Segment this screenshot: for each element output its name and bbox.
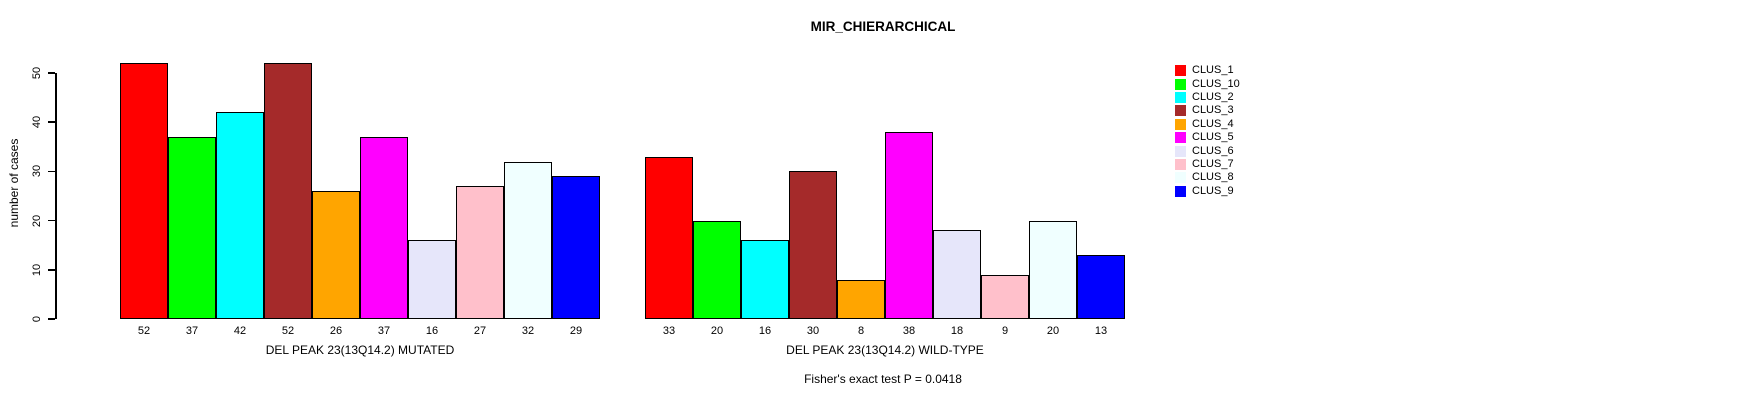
bar-clus_3	[789, 171, 837, 319]
bar-value-label: 20	[710, 325, 724, 337]
bar-value-label: 37	[185, 325, 199, 337]
bar-value-label: 33	[662, 325, 676, 337]
bar-clus_1	[645, 157, 693, 319]
chart-title: MIR_CHIERARCHICAL	[810, 19, 956, 34]
legend-item: CLUS_1	[1175, 64, 1240, 77]
bar-value-label: 30	[806, 325, 820, 337]
y-tick	[48, 269, 55, 271]
legend-swatch	[1175, 118, 1186, 130]
bar-clus_2	[741, 240, 789, 319]
bar-clus_2	[216, 112, 264, 319]
bar-clus_9	[1077, 255, 1125, 319]
legend-label: CLUS_5	[1192, 131, 1234, 144]
legend-label: CLUS_10	[1192, 77, 1240, 90]
bar-value-label: 29	[569, 325, 583, 337]
legend-item: CLUS_6	[1175, 144, 1240, 157]
legend: CLUS_1 CLUS_10 CLUS_2 CLUS_3 CLUS_4 CLUS_5 CLU…	[1175, 64, 1240, 198]
bar-clus_8	[504, 162, 552, 319]
bar-value-label: 18	[950, 325, 964, 337]
legend-label: CLUS_4	[1192, 117, 1234, 130]
y-tick-label: 50	[31, 66, 43, 80]
y-tick	[48, 170, 55, 173]
legend-swatch	[1175, 105, 1186, 117]
legend-item: CLUS_4	[1175, 118, 1240, 131]
bar-value-label: 20	[1046, 325, 1060, 337]
bar-value-label: 13	[1094, 325, 1108, 337]
legend-item: CLUS_2	[1175, 91, 1240, 104]
x-axis-group-label: DEL PEAK 23(13Q14.2) MUTATED	[265, 343, 455, 357]
bar-value-label: 32	[521, 325, 535, 337]
bar-value-label: 16	[758, 325, 772, 337]
y-tick-label: 0	[31, 315, 43, 323]
legend-swatch	[1175, 145, 1186, 157]
x-axis-group-label: DEL PEAK 23(13Q14.2) WILD-TYPE	[786, 343, 984, 357]
y-tick-label: 40	[31, 116, 43, 129]
bar-clus_10	[693, 221, 741, 319]
bar-clus_5	[885, 132, 933, 319]
bar-value-label: 42	[233, 325, 247, 337]
legend-label: CLUS_9	[1192, 184, 1234, 197]
y-axis-line	[55, 73, 57, 319]
fisher-test-note: Fisher's exact test P = 0.0418	[804, 372, 962, 386]
legend-item: CLUS_5	[1175, 131, 1240, 144]
bar-clus_10	[168, 137, 216, 319]
bar-value-label: 16	[425, 325, 439, 337]
y-tick	[48, 72, 55, 74]
y-tick	[48, 219, 55, 222]
legend-label: CLUS_1	[1192, 64, 1234, 77]
bar-clus_6	[408, 240, 456, 319]
legend-label: CLUS_6	[1192, 144, 1234, 157]
y-tick	[48, 318, 55, 320]
bar-value-label: 8	[857, 325, 865, 337]
bar-value-label: 52	[137, 325, 151, 337]
y-axis-label: number of cases	[7, 138, 21, 228]
bar-clus_1	[120, 63, 168, 319]
legend-item: CLUS_3	[1175, 104, 1240, 117]
legend-label: CLUS_2	[1192, 90, 1234, 103]
y-tick-label: 20	[31, 214, 43, 227]
bar-value-label: 38	[902, 325, 916, 337]
legend-swatch	[1175, 158, 1186, 170]
bar-clus_3	[264, 63, 312, 319]
legend-swatch	[1175, 78, 1186, 90]
bar-value-label: 37	[377, 325, 391, 337]
bar-value-label: 27	[473, 325, 487, 337]
bar-clus_6	[933, 230, 981, 319]
bar-clus_7	[456, 186, 504, 319]
bar-value-label: 9	[1001, 325, 1009, 337]
legend-item: CLUS_10	[1175, 77, 1240, 90]
y-tick-label: 10	[31, 263, 43, 276]
legend-swatch	[1175, 172, 1186, 184]
bar-value-label: 26	[329, 325, 343, 337]
bar-clus_9	[552, 176, 600, 319]
legend-item: CLUS_8	[1175, 171, 1240, 184]
legend-swatch	[1175, 185, 1186, 197]
legend-label: CLUS_8	[1192, 171, 1234, 184]
bar-clus_5	[360, 137, 408, 319]
legend-swatch	[1175, 132, 1186, 144]
bar-clus_4	[837, 280, 885, 319]
legend-swatch	[1175, 91, 1186, 103]
y-tick-label: 30	[31, 165, 43, 178]
legend-swatch	[1175, 65, 1186, 77]
bar-clus_7	[981, 275, 1029, 319]
bar-value-label: 52	[281, 325, 295, 337]
bar-clus_4	[312, 191, 360, 319]
legend-label: CLUS_3	[1192, 104, 1234, 117]
bar-clus_8	[1029, 221, 1077, 319]
legend-item: CLUS_7	[1175, 158, 1240, 171]
y-tick	[48, 121, 55, 123]
legend-label: CLUS_7	[1192, 157, 1234, 170]
legend-item: CLUS_9	[1175, 185, 1240, 198]
